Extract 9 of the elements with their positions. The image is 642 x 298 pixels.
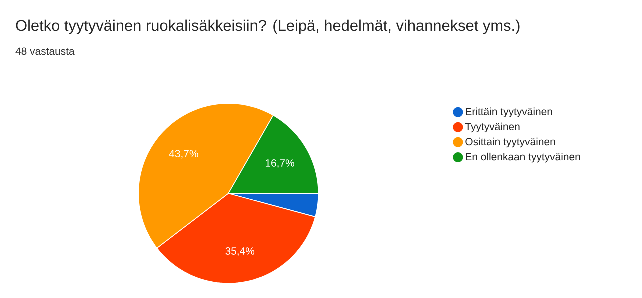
data-label: 16,7%	[266, 160, 294, 168]
data-label: 43,7%	[169, 150, 198, 159]
data-label: 35,4%	[226, 248, 255, 256]
text: 48 vastausta	[16, 48, 75, 56]
legend-label: En ollenkaan tyytyväinen	[466, 152, 580, 163]
legend-label: Tyytyväinen	[465, 122, 520, 133]
legend-label: Osittain tyytyväinen	[466, 138, 556, 148]
chart-title: Oletko tyytyväinen ruokalisäkkeisiin? (Leipä, hedelmät, vihannekset yms.)	[16, 20, 520, 34]
legend-label: Erittäin tyytyväinen	[466, 108, 552, 118]
